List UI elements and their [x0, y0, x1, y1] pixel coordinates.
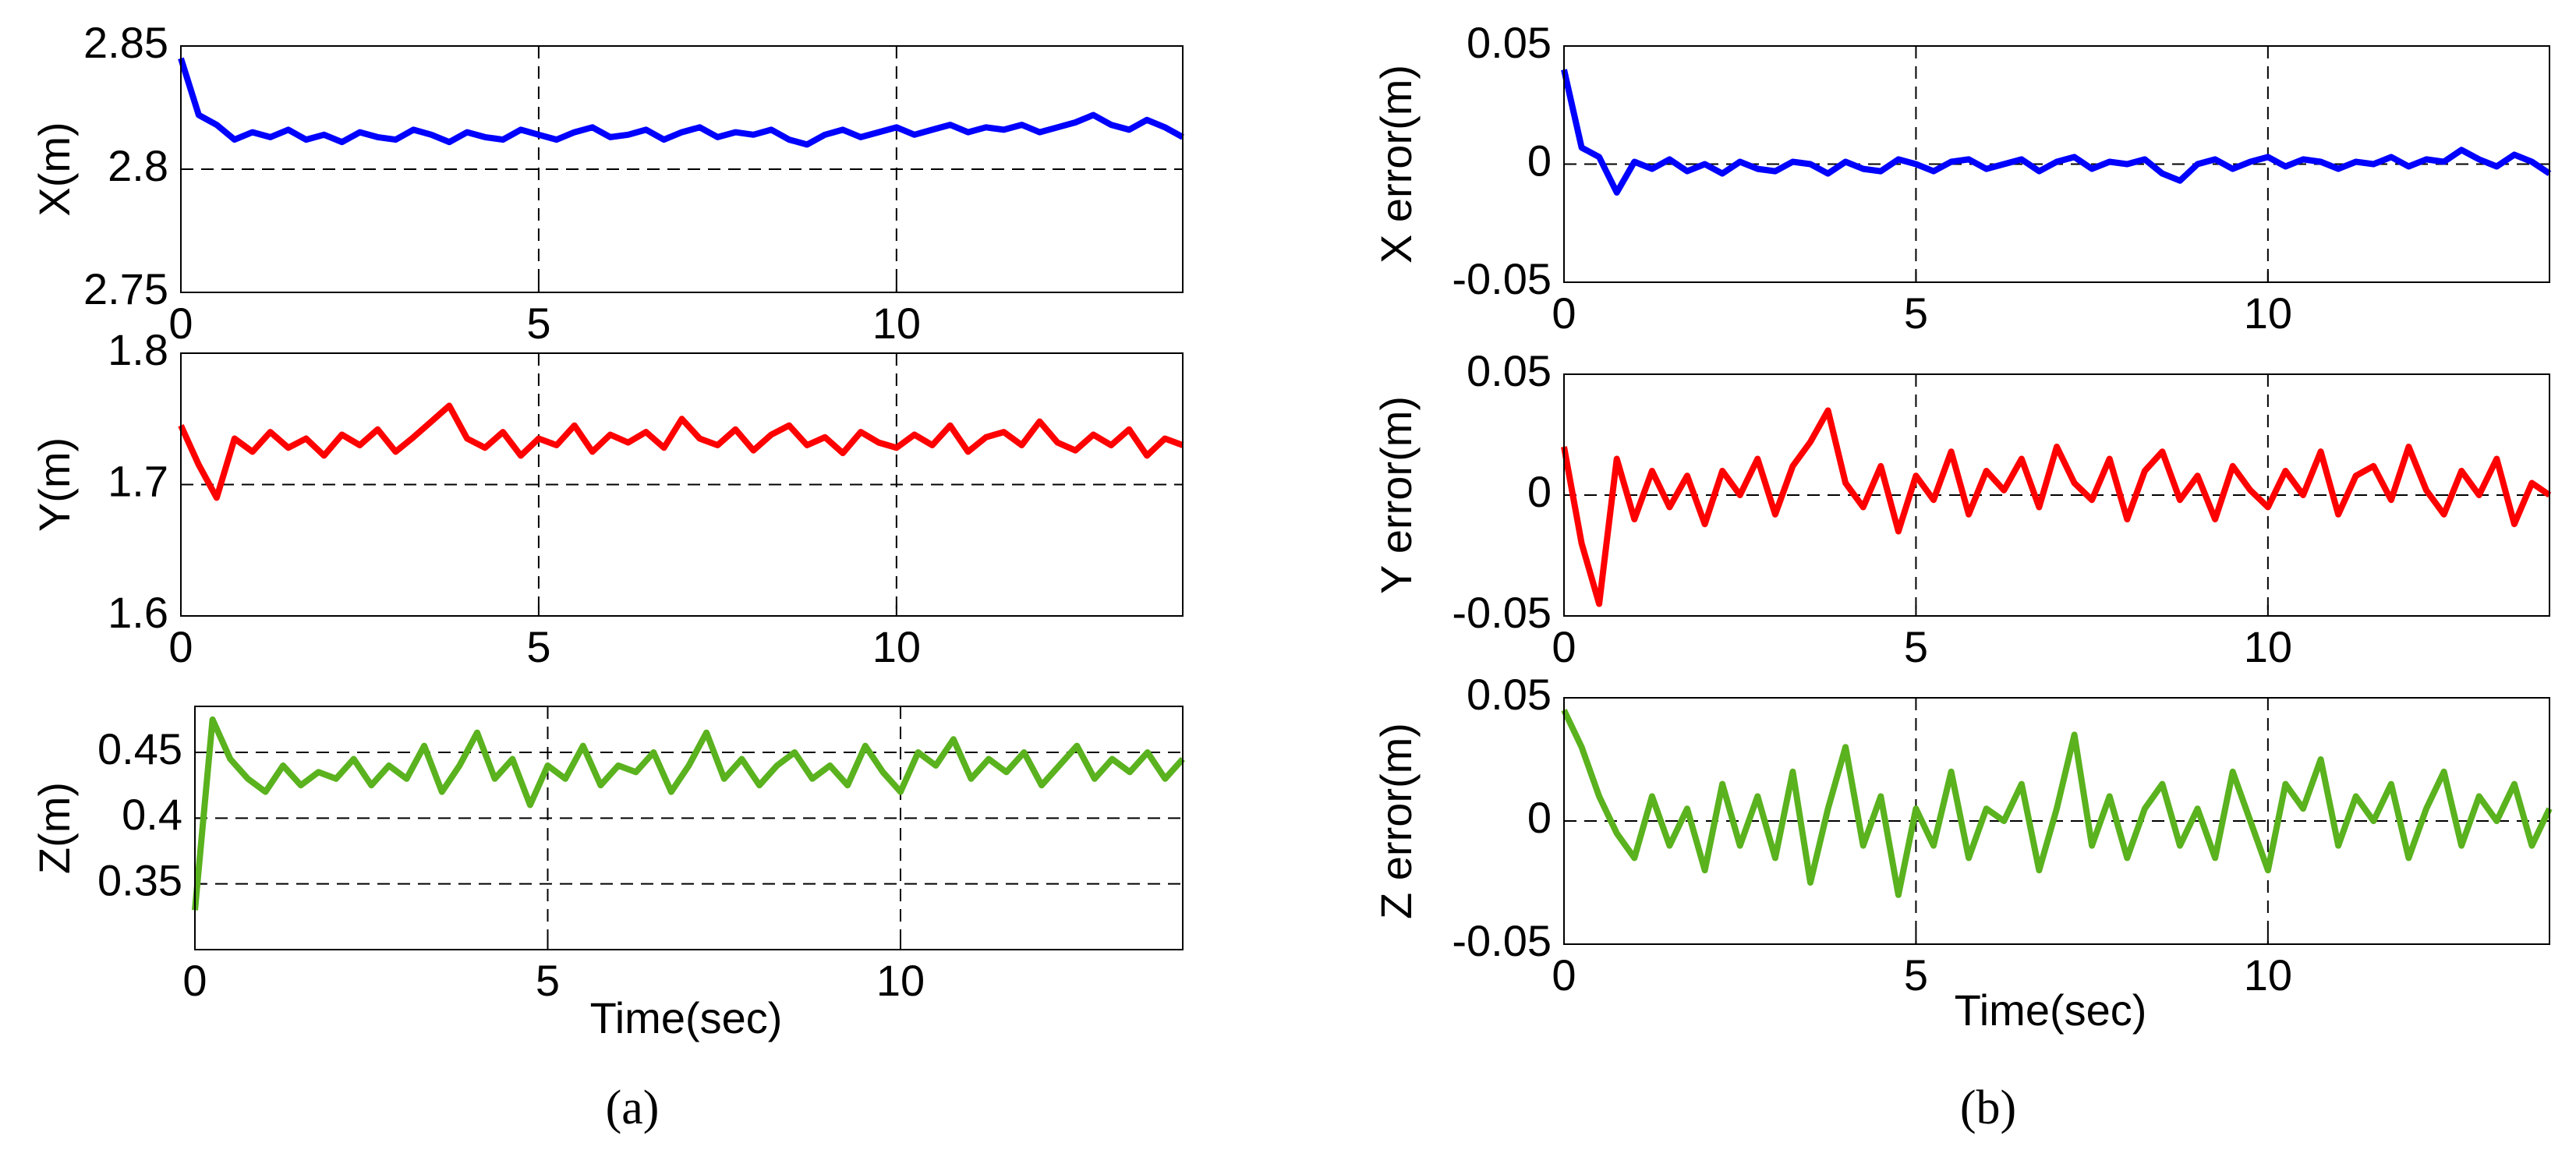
y-tick-label: 0.35 — [97, 855, 182, 904]
y-tick-label: 1.8 — [108, 325, 168, 374]
x-tick-label: 10 — [2244, 950, 2292, 1000]
x-tick-label: 10 — [872, 622, 921, 671]
x-tick-label: 5 — [526, 622, 550, 671]
x-tick-label: 0 — [1552, 950, 1576, 1000]
x-tick-label: 5 — [1904, 622, 1928, 671]
y-axis-label: X(m) — [30, 122, 79, 216]
y-tick-label: 1.6 — [108, 588, 168, 637]
plot-frame — [194, 706, 1184, 950]
x-tick-label: 5 — [1904, 288, 1928, 338]
y-tick-label: 0.05 — [1467, 346, 1552, 395]
y-tick-label: 0.05 — [1467, 670, 1552, 719]
y-tick-label: -0.05 — [1452, 588, 1552, 637]
data-line — [178, 57, 1184, 148]
y-axis-label: Y error(m) — [1371, 396, 1421, 594]
subplot: 0.35 0.4 0.45 0 5 10 Z(m) Time(sec) — [30, 706, 1185, 1042]
plot-frame — [180, 45, 1184, 293]
x-tick-label: 10 — [872, 299, 921, 348]
data-line — [1561, 407, 2552, 607]
y-axis-label: Z error(m) — [1371, 723, 1421, 919]
y-tick-label: 0.4 — [122, 790, 182, 839]
caption: (b) — [1960, 1081, 2016, 1134]
subplot: 1.6 1.7 1.8 0 5 10 Y(m) — [30, 325, 1184, 671]
x-tick-label: 0 — [1552, 622, 1576, 671]
x-axis-label: Time(sec) — [1955, 985, 2147, 1035]
data-line — [1561, 69, 2552, 196]
y-tick-label: 0.05 — [1467, 18, 1552, 67]
data-line — [178, 402, 1184, 501]
data-line — [192, 716, 1185, 911]
x-tick-label: 5 — [1904, 950, 1928, 1000]
plot-frame — [1563, 45, 2550, 283]
plot-area — [195, 706, 1183, 950]
y-tick-label: 2.75 — [83, 264, 168, 313]
y-tick-label: 0 — [1527, 136, 1552, 185]
plot-frame — [1563, 697, 2550, 945]
y-tick-label: -0.05 — [1452, 916, 1552, 965]
x-tick-label: 0 — [168, 299, 193, 348]
x-tick-label: 0 — [1552, 288, 1576, 338]
x-tick-label: 10 — [2244, 622, 2292, 671]
x-tick-label: 5 — [536, 956, 560, 1005]
y-tick-label: -0.05 — [1452, 254, 1552, 303]
y-tick-label: 0.45 — [97, 724, 182, 773]
y-tick-label: 0 — [1527, 793, 1552, 842]
y-axis-label: X error(m) — [1371, 65, 1421, 264]
y-axis-label: Z(m) — [30, 782, 79, 874]
y-tick-label: 2.85 — [83, 18, 168, 67]
y-tick-label: 0 — [1527, 467, 1552, 516]
x-tick-label: 5 — [526, 299, 550, 348]
x-tick-label: 10 — [876, 956, 925, 1005]
subplot: 2.75 2.8 2.85 0 5 10 X(m) — [30, 18, 1184, 348]
x-axis-label: Time(sec) — [590, 993, 783, 1042]
plot-frame — [1563, 373, 2550, 617]
y-axis-label: Y(m) — [30, 437, 79, 532]
y-tick-label: 1.7 — [108, 456, 168, 505]
x-tick-label: 0 — [182, 956, 207, 1005]
y-tick-label: 2.8 — [108, 141, 168, 190]
x-tick-label: 0 — [168, 622, 193, 671]
x-tick-label: 10 — [2244, 288, 2292, 338]
data-line — [1561, 709, 2553, 898]
caption: (a) — [606, 1081, 660, 1134]
plot-frame — [180, 352, 1184, 617]
